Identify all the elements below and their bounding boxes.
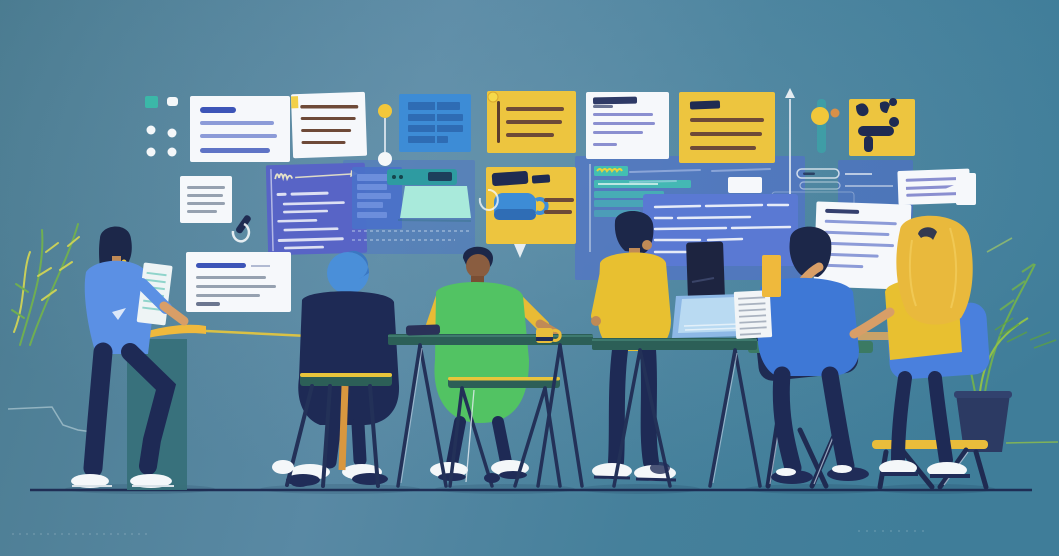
note-card-right <box>897 168 971 206</box>
seated-person-blue <box>757 226 869 484</box>
yellow-shirt <box>597 252 671 351</box>
text-panel-blue <box>629 168 798 266</box>
yellow-board <box>762 255 781 297</box>
blue-hair <box>327 252 369 294</box>
mug-glyph <box>494 193 549 220</box>
doc-card <box>586 92 669 159</box>
worktable-right <box>592 338 762 488</box>
kanban-dots-grid-icon <box>145 96 178 157</box>
arm-hand <box>159 301 189 326</box>
sketch-card <box>290 91 368 159</box>
hunched-body <box>298 291 400 426</box>
corner-card <box>956 173 976 205</box>
browser-bar <box>387 169 457 185</box>
wall-lamp <box>811 99 840 153</box>
laptop-open <box>672 294 749 338</box>
note-card-blue-lines <box>190 96 290 162</box>
pin-marker <box>378 104 392 166</box>
summary-card <box>186 252 291 312</box>
paper-stack <box>733 290 773 339</box>
blue-tee <box>84 260 153 354</box>
memo-card-yellow <box>679 92 775 163</box>
monitor-navy <box>686 241 725 300</box>
plant-pot <box>956 394 1010 452</box>
report-card-right <box>813 201 912 290</box>
stool-center-left <box>272 373 392 488</box>
plant-left <box>11 223 80 346</box>
icon-card-yellow <box>849 98 915 156</box>
list-card-yellow <box>487 91 576 153</box>
coffee-card-yellow <box>478 167 576 258</box>
laptop-closed <box>405 324 441 336</box>
standing-person-yellow <box>591 211 677 482</box>
pill-outlines <box>796 168 893 190</box>
leaf-scribbles <box>986 237 1057 349</box>
chip-card <box>728 177 762 193</box>
wire-zigzag <box>7 406 101 434</box>
standing-woman-left <box>71 226 189 488</box>
seated-person-blonde <box>849 215 973 478</box>
stool-center-right <box>448 377 562 488</box>
small-report-card <box>180 176 232 223</box>
wall-dotted-rows <box>352 230 470 241</box>
seated-person-beanie <box>286 250 400 486</box>
blue-shirt <box>757 277 859 376</box>
shoe <box>71 474 109 488</box>
pole-marker <box>785 88 795 195</box>
floor <box>7 406 1032 535</box>
mug-yellow <box>536 328 562 343</box>
clip-icon <box>231 215 251 243</box>
green-vest <box>434 281 529 423</box>
mint-panel <box>397 186 472 222</box>
code-panel <box>265 162 368 256</box>
arm-on-desk <box>849 307 895 339</box>
table-card-blue <box>399 94 471 152</box>
